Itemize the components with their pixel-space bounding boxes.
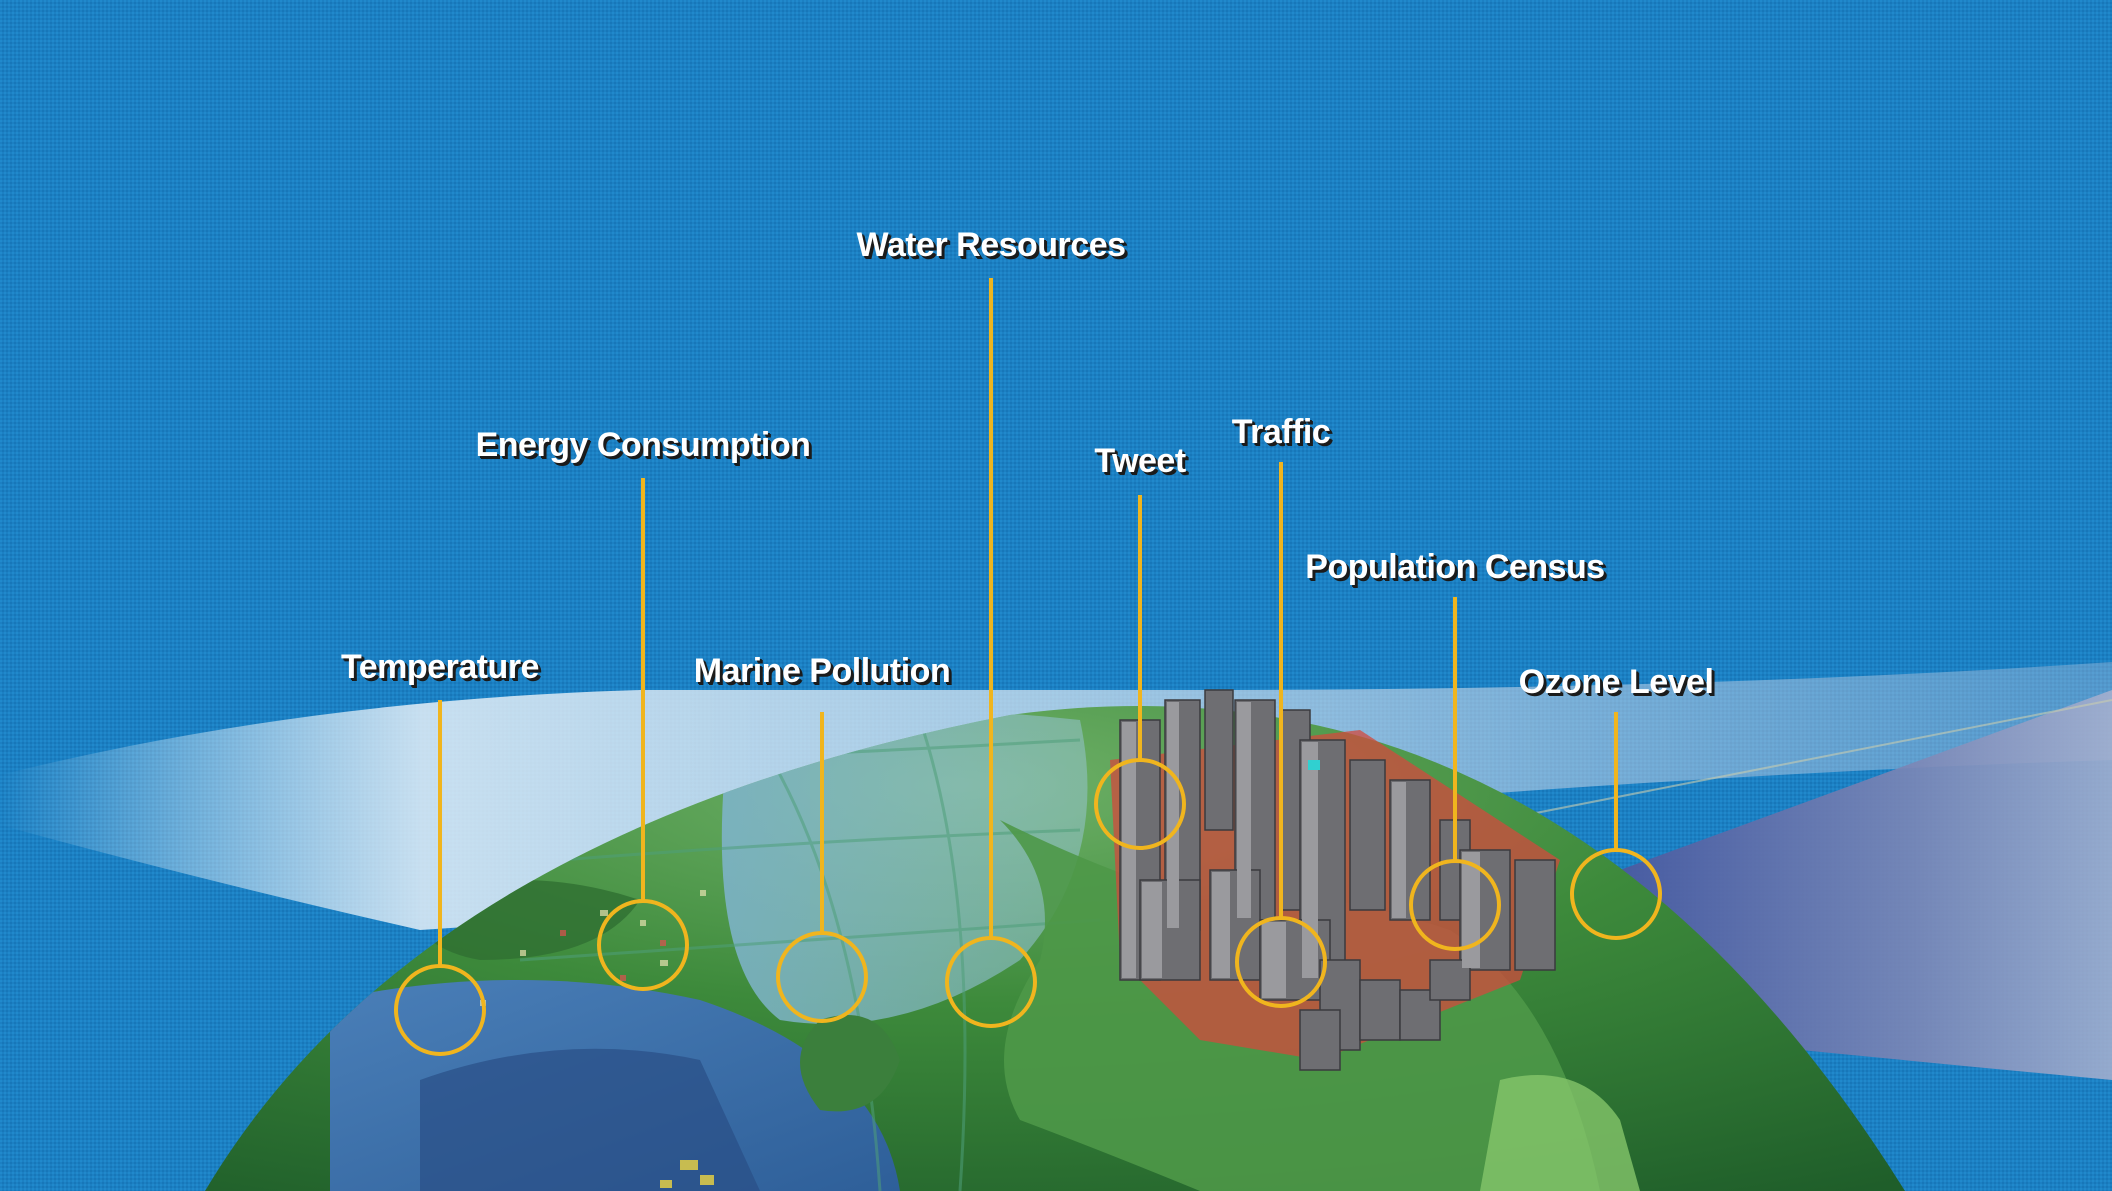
ozone-marker bbox=[1570, 848, 1662, 940]
traffic-label: Traffic bbox=[1231, 413, 1331, 451]
population-census-label: Population Census bbox=[1305, 548, 1605, 586]
traffic-marker bbox=[1235, 916, 1327, 1008]
tweet-label: Tweet bbox=[1094, 442, 1186, 480]
energy-marker bbox=[597, 899, 689, 991]
population-marker bbox=[1409, 859, 1501, 951]
ozone-level-label: Ozone Level bbox=[1518, 663, 1714, 701]
temperature-label: Temperature bbox=[341, 648, 539, 686]
marine-marker bbox=[776, 931, 868, 1023]
energy-consumption-label: Energy Consumption bbox=[475, 426, 811, 464]
marine-pollution-label: Marine Pollution bbox=[693, 652, 951, 690]
city-buildings bbox=[1110, 689, 1560, 1071]
water-resources-label: Water Resources bbox=[856, 226, 1126, 264]
temperature-marker bbox=[394, 964, 486, 1056]
water-marker bbox=[945, 936, 1037, 1028]
tweet-marker bbox=[1094, 758, 1186, 850]
